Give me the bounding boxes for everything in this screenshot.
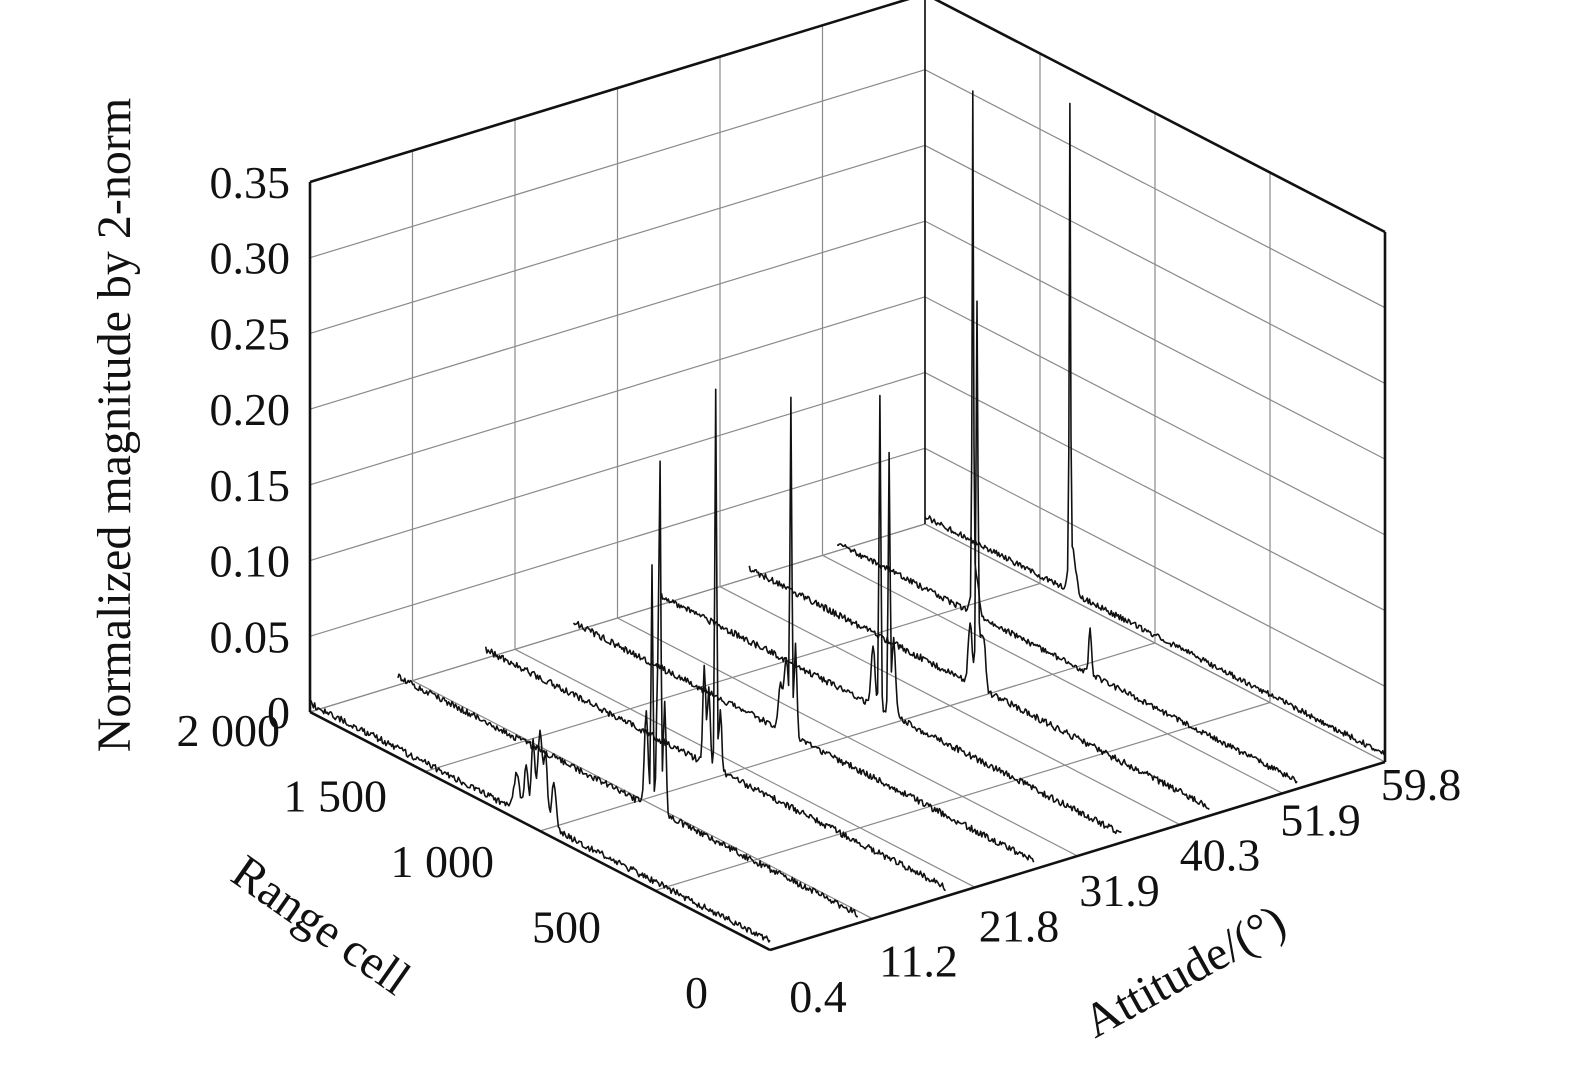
z-tick-label: 0.35 [210,157,291,208]
series-line [484,388,946,892]
z-axis-title: Normalized magnitude by 2-norm [88,98,141,753]
series-line [660,394,1122,835]
floor-gridline [424,582,1041,773]
series-line [572,396,1035,863]
z-tick-label: 0.10 [210,536,291,587]
series-line [309,700,771,943]
z-tick-label: 0.25 [210,308,291,359]
frame-top-edge [933,0,1386,234]
chart-frame [308,0,1387,952]
y-axis-line [769,760,1386,952]
y-tick-label: 51.9 [1280,794,1361,845]
z-tick-label: 0.05 [210,611,291,662]
x-tick-label: 2 000 [177,705,281,756]
series-line [924,102,1386,756]
z-tick-label: 0.15 [210,460,291,511]
z-tick-label: 0.20 [210,384,291,435]
series-line [397,460,859,918]
y-tick-label: 31.9 [1079,865,1160,916]
y-tick-label: 11.2 [879,936,958,987]
floor-gridline [539,642,1156,832]
y-axis-title: Attitude/(°) [1075,894,1295,1048]
z-tick-label: 0.30 [210,233,291,284]
chart-grid [309,0,1386,951]
x-tick-label: 0 [685,967,708,1018]
x-tick-label: 500 [532,902,601,953]
y-tick-label: 40.3 [1180,830,1261,881]
x-tick-label: 1 500 [284,771,388,822]
frame-top-edge [309,0,910,184]
series-line [837,90,1298,784]
series-line [748,300,1210,811]
chart-labels: 0 0.05 0.10 0.15 0.20 0.25 0.30 0.35 0 500 1 0001 … [177,157,1462,1022]
x-tick-label: 1 000 [391,836,495,887]
chart-series [309,90,1386,943]
floor-gridline [654,701,1271,892]
y-tick-label: 21.8 [979,900,1060,951]
y-tick-label: 0.4 [789,971,847,1022]
y-tick-label: 59.8 [1381,759,1462,810]
z-tick-label: 0 [267,687,290,738]
x-axis-line [309,710,771,952]
